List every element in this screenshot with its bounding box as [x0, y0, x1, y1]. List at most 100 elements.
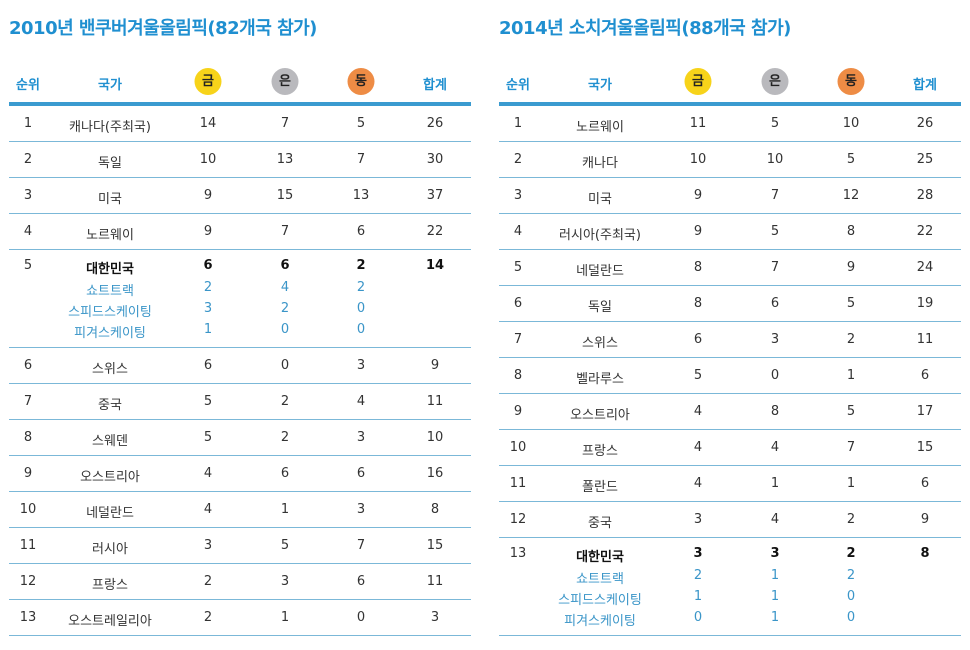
- cell-total: 6: [920, 368, 930, 383]
- cell-rank: 9: [513, 404, 523, 419]
- breakdown-gold: 2: [203, 280, 213, 295]
- header-country: 국가: [98, 78, 122, 93]
- cell-bronze: 7: [356, 538, 366, 553]
- cell-total: 24: [916, 260, 934, 275]
- cell-total: 11: [426, 574, 444, 589]
- table-row: 3 미국 9 15 13 37: [9, 178, 471, 214]
- table-row: 11 러시아 3 5 7 15: [9, 528, 471, 564]
- cell-gold: 8: [693, 296, 703, 311]
- cell-bronze: 1: [846, 368, 856, 383]
- cell-silver: 15: [276, 188, 294, 203]
- cell-country: 벨라루스: [576, 372, 624, 387]
- cell-country: 네덜란드: [576, 264, 624, 279]
- cell-gold: 10: [689, 152, 707, 167]
- breakdown-bronze: 0: [846, 610, 856, 625]
- cell-country: 노르웨이: [576, 120, 624, 135]
- cell-gold: 4: [693, 404, 703, 419]
- header-total: 합계: [423, 78, 447, 93]
- cell-silver: 5: [770, 116, 780, 131]
- cell-rank: 5: [23, 258, 33, 273]
- table-row: 10 프랑스 4 4 7 15: [499, 430, 961, 466]
- cell-total: 17: [916, 404, 934, 419]
- cell-silver: 3: [280, 574, 290, 589]
- cell-gold: 6: [203, 358, 213, 373]
- cell-gold: 14: [199, 116, 217, 131]
- cell-country: 러시아: [92, 542, 128, 557]
- cell-rank: 9: [23, 466, 33, 481]
- breakdown-sport: 스피드스케이팅: [558, 593, 642, 608]
- table-title: 2010년 밴쿠버겨울올림픽(82개국 참가): [9, 18, 317, 39]
- cell-rank: 2: [513, 152, 523, 167]
- cell-total: 6: [920, 476, 930, 491]
- cell-gold: 4: [203, 466, 213, 481]
- header-divider: [9, 102, 471, 106]
- cell-bronze: 5: [846, 296, 856, 311]
- cell-country: 스위스: [582, 336, 618, 351]
- cell-bronze: 12: [842, 188, 860, 203]
- cell-rank: 3: [513, 188, 523, 203]
- breakdown-gold: 1: [203, 322, 213, 337]
- cell-gold: 2: [203, 610, 213, 625]
- cell-silver: 7: [770, 188, 780, 203]
- cell-total: 14: [425, 258, 445, 273]
- breakdown-bronze: 0: [356, 301, 366, 316]
- cell-country: 폴란드: [582, 480, 618, 495]
- cell-total: 8: [430, 502, 440, 517]
- cell-bronze: 10: [842, 116, 860, 131]
- cell-total: 9: [920, 512, 930, 527]
- breakdown-bronze: 0: [356, 322, 366, 337]
- cell-gold: 6: [203, 258, 213, 273]
- cell-silver: 1: [280, 610, 290, 625]
- cell-rank: 6: [513, 296, 523, 311]
- cell-rank: 10: [509, 440, 527, 455]
- table-row: 8 벨라루스 5 0 1 6: [499, 358, 961, 394]
- cell-total: 15: [916, 440, 934, 455]
- cell-country: 네덜란드: [86, 506, 134, 521]
- table-row: 6 독일 8 6 5 19: [499, 286, 961, 322]
- cell-country: 미국: [98, 192, 122, 207]
- cell-rank: 6: [23, 358, 33, 373]
- cell-rank: 7: [513, 332, 523, 347]
- cell-total: 9: [430, 358, 440, 373]
- table-row: 3 미국 9 7 12 28: [499, 178, 961, 214]
- cell-bronze: 6: [356, 224, 366, 239]
- cell-country: 캐나다: [582, 156, 618, 171]
- header-silver-medal-icon: 은: [271, 68, 299, 95]
- cell-bronze: 1: [846, 476, 856, 491]
- breakdown-silver: 1: [770, 568, 780, 583]
- cell-gold: 5: [203, 430, 213, 445]
- cell-gold: 4: [203, 502, 213, 517]
- cell-gold: 5: [203, 394, 213, 409]
- cell-silver: 5: [770, 224, 780, 239]
- cell-gold: 10: [199, 152, 217, 167]
- cell-total: 3: [430, 610, 440, 625]
- cell-silver: 6: [280, 466, 290, 481]
- cell-total: 28: [916, 188, 934, 203]
- cell-silver: 10: [766, 152, 784, 167]
- cell-total: 11: [916, 332, 934, 347]
- cell-silver: 1: [280, 502, 290, 517]
- cell-bronze: 3: [356, 430, 366, 445]
- cell-rank: 4: [513, 224, 523, 239]
- cell-rank: 13: [509, 546, 527, 561]
- cell-gold: 11: [689, 116, 707, 131]
- table-row: 6 스위스 6 0 3 9: [9, 348, 471, 384]
- cell-rank: 7: [23, 394, 33, 409]
- cell-silver: 0: [770, 368, 780, 383]
- cell-rank: 4: [23, 224, 33, 239]
- table-row: 1 캐나다(주최국) 14 7 5 26: [9, 106, 471, 142]
- cell-total: 16: [426, 466, 444, 481]
- cell-gold: 9: [203, 224, 213, 239]
- cell-silver: 6: [280, 258, 290, 273]
- table-header: 순위 국가 금 은 동 합계: [499, 68, 961, 96]
- cell-rank: 2: [23, 152, 33, 167]
- cell-silver: 5: [280, 538, 290, 553]
- cell-bronze: 13: [352, 188, 370, 203]
- cell-gold: 2: [203, 574, 213, 589]
- table-title: 2014년 소치겨울올림픽(88개국 참가): [499, 18, 791, 39]
- cell-rank: 10: [19, 502, 37, 517]
- cell-country: 캐나다(주최국): [69, 120, 151, 135]
- cell-silver: 1: [770, 476, 780, 491]
- header-country: 국가: [588, 78, 612, 93]
- cell-country: 독일: [98, 156, 122, 171]
